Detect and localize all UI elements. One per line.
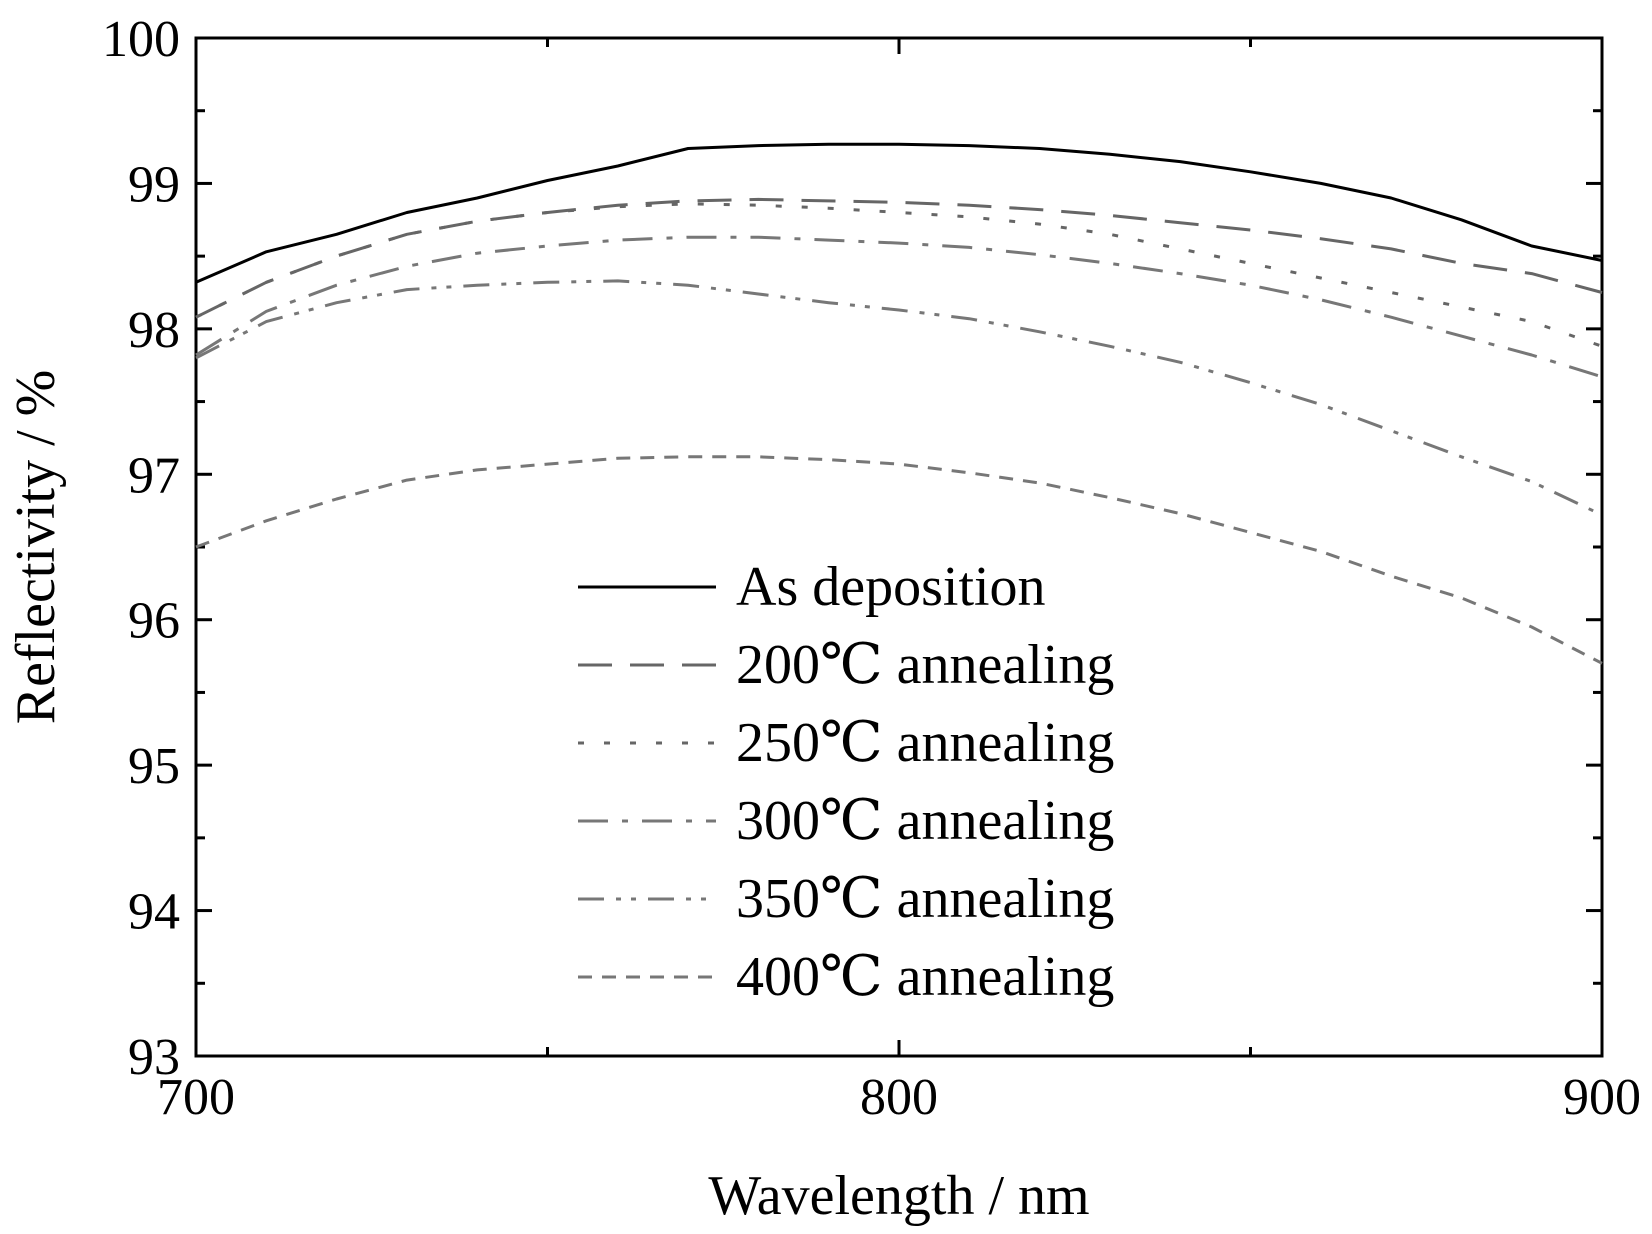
series-layer (195, 142, 1603, 665)
legend-label-0: As deposition (736, 556, 1046, 618)
x-tick-label: 900 (1563, 1069, 1641, 1126)
series-line-5 (195, 455, 1603, 665)
legend-label-3: 300℃ annealing (736, 790, 1114, 852)
y-tick-label: 100 (102, 11, 180, 68)
y-tick-label: 93 (128, 1029, 180, 1086)
y-tick-label: 96 (128, 593, 180, 650)
y-tick-label: 99 (128, 156, 180, 213)
series-line-2 (195, 202, 1603, 348)
series-line-1 (195, 197, 1603, 319)
x-tick-label: 700 (157, 1069, 235, 1126)
y-axis-title: Reflectivity / % (5, 370, 67, 725)
y-tick-label: 95 (128, 738, 180, 795)
legend: As deposition 200℃ annealing 250℃ annealin… (578, 556, 1114, 1008)
axis-ticks: 93 94 95 96 97 98 99 100 700 800 900 (102, 11, 1641, 1126)
y-tick-label: 98 (128, 302, 180, 359)
legend-label-4: 350℃ annealing (736, 868, 1114, 930)
x-tick-label: 800 (860, 1069, 938, 1126)
series-line-0 (195, 142, 1603, 284)
series-line-4 (195, 279, 1603, 517)
series-line-3 (195, 235, 1603, 379)
legend-label-2: 250℃ annealing (736, 712, 1114, 774)
legend-label-5: 400℃ annealing (736, 946, 1114, 1008)
y-tick-label: 97 (128, 447, 180, 504)
y-tick-label: 94 (128, 884, 180, 941)
x-axis-title: Wavelength / nm (708, 1165, 1089, 1227)
legend-label-1: 200℃ annealing (736, 634, 1114, 696)
